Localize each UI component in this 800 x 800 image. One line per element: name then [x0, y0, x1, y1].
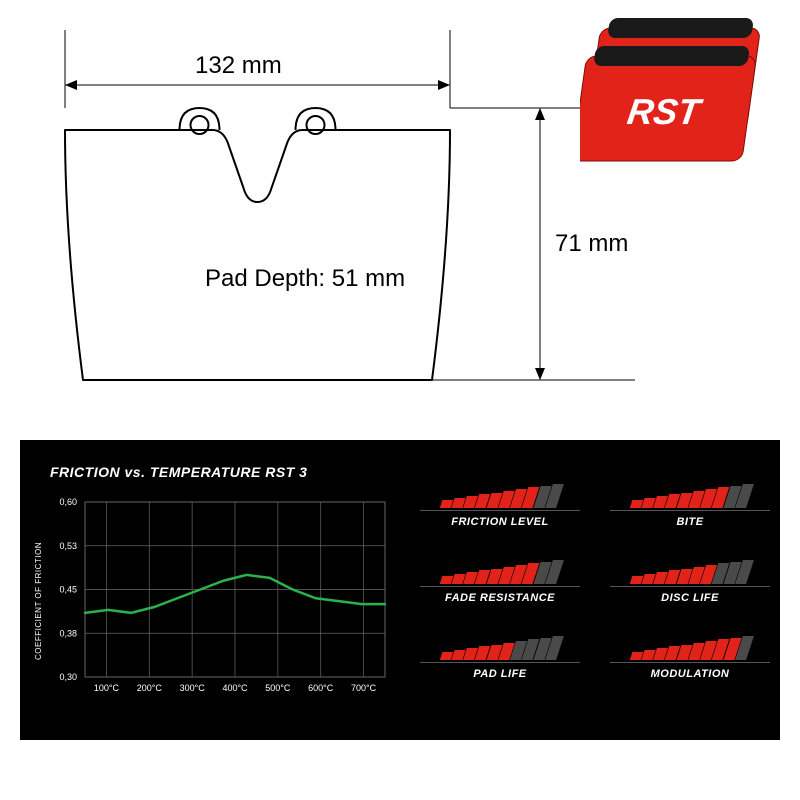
product-image: RST: [580, 12, 790, 167]
svg-text:700°C: 700°C: [351, 683, 377, 693]
chart-title: FRICTION vs. TEMPERATURE RST 3: [50, 464, 307, 480]
metric-disc-life: DISC LIFE: [610, 556, 770, 604]
metric-friction-level: FRICTION LEVEL: [420, 480, 580, 528]
performance-panel: FRICTION vs. TEMPERATURE RST 3 COEFFICIE…: [20, 440, 780, 740]
metric-label: FADE RESISTANCE: [420, 586, 580, 604]
svg-text:400°C: 400°C: [222, 683, 248, 693]
svg-text:0,38: 0,38: [59, 628, 77, 638]
height-dimension: 71 mm: [555, 230, 628, 258]
metric-label: DISC LIFE: [610, 586, 770, 604]
metric-bite: BITE: [610, 480, 770, 528]
svg-text:100°C: 100°C: [94, 683, 120, 693]
product-logo: RST: [625, 91, 706, 132]
svg-text:200°C: 200°C: [137, 683, 163, 693]
metric-pad-life: PAD LIFE: [420, 632, 580, 680]
friction-chart: 0,30 0,38 0,45 0,53 0,60 100°C 200°C 300°C 400°C…: [30, 480, 410, 730]
svg-text:600°C: 600°C: [308, 683, 334, 693]
metric-label: MODULATION: [610, 662, 770, 680]
svg-text:0,53: 0,53: [59, 541, 77, 551]
metric-label: BITE: [610, 510, 770, 528]
svg-text:500°C: 500°C: [265, 683, 291, 693]
svg-text:300°C: 300°C: [180, 683, 206, 693]
metric-modulation: MODULATION: [610, 632, 770, 680]
metric-fade-resistance: FADE RESISTANCE: [420, 556, 580, 604]
metric-label: FRICTION LEVEL: [420, 510, 580, 528]
width-dimension: 132 mm: [195, 52, 282, 80]
metric-label: PAD LIFE: [420, 662, 580, 680]
svg-text:0,45: 0,45: [59, 585, 77, 595]
metrics-grid: FRICTION LEVEL BITE FADE RESISTANCE DISC LI…: [420, 480, 770, 680]
svg-text:0,30: 0,30: [59, 672, 77, 682]
depth-dimension: Pad Depth: 51 mm: [205, 265, 405, 293]
svg-text:0,60: 0,60: [59, 497, 77, 507]
